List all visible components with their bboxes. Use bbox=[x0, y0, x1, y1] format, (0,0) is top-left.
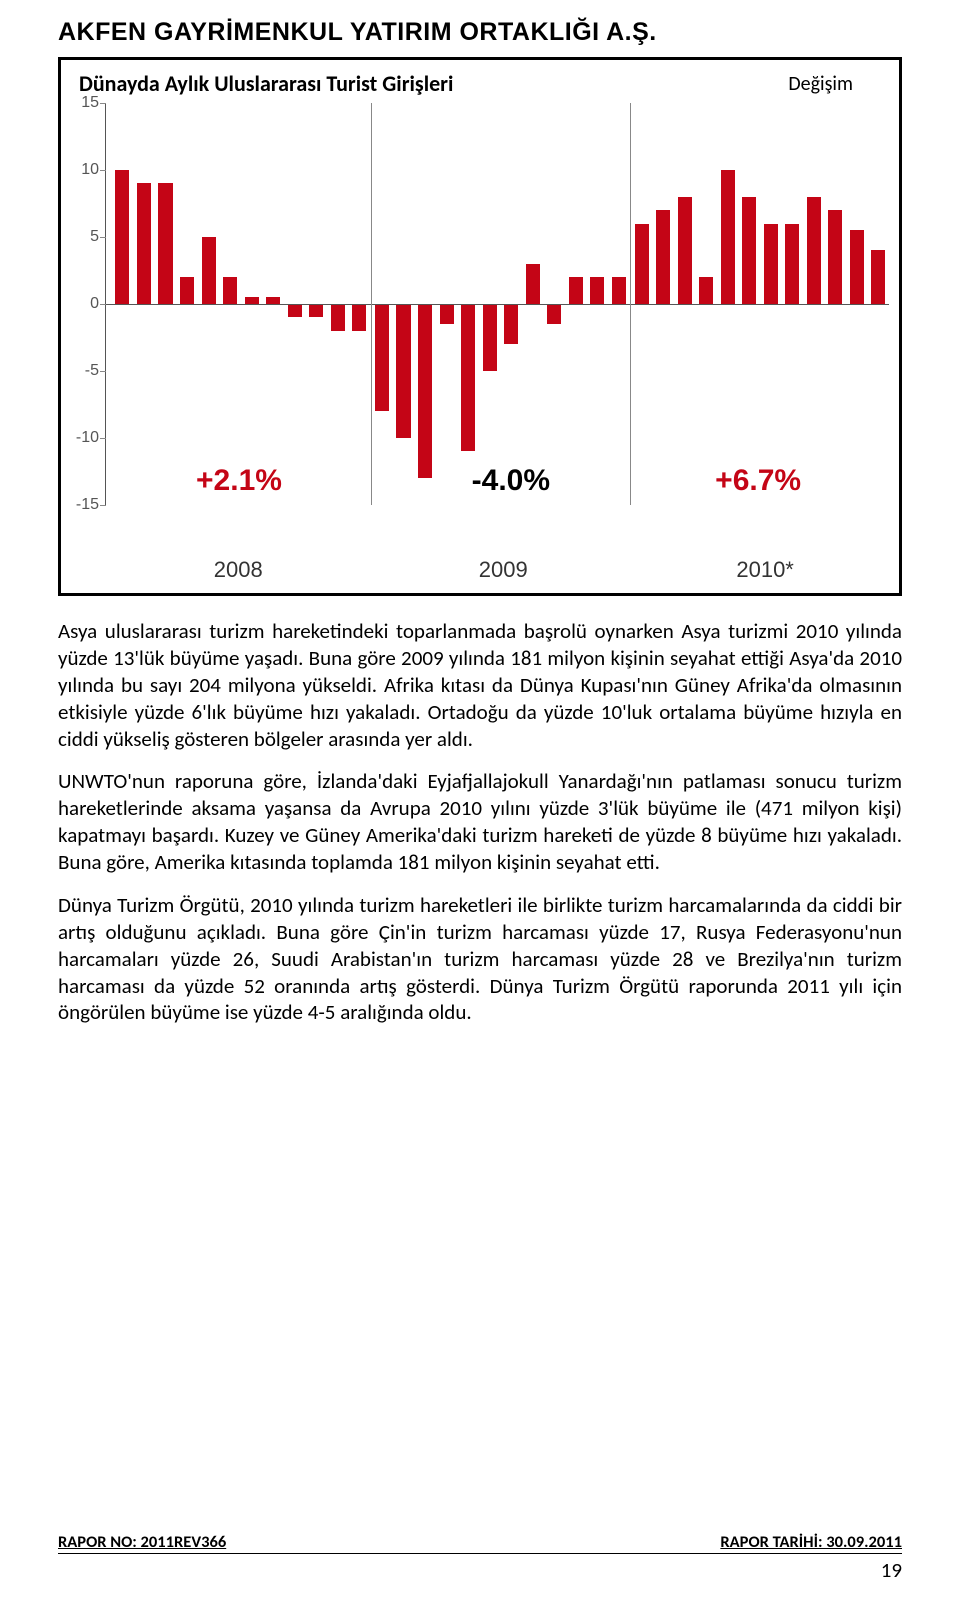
chart-header: Dünayda Aylık Uluslararası Turist Girişl… bbox=[71, 70, 889, 103]
chart-bar bbox=[288, 304, 302, 317]
chart-bar bbox=[678, 197, 692, 304]
y-tick-label: -10 bbox=[76, 429, 99, 447]
chart-bar bbox=[158, 183, 172, 304]
y-tick-mark bbox=[100, 103, 106, 104]
y-tick-label: 0 bbox=[90, 295, 99, 313]
y-tick-mark bbox=[100, 505, 106, 506]
chart-bar bbox=[721, 170, 735, 304]
chart-bar bbox=[440, 304, 454, 324]
chart-bar bbox=[245, 297, 259, 304]
chart-bar bbox=[309, 304, 323, 317]
y-tick-label: 10 bbox=[81, 161, 99, 179]
chart-bar bbox=[635, 224, 649, 304]
page-number: 19 bbox=[58, 1554, 902, 1583]
paragraph-2: UNWTO'nun raporuna göre, İzlanda'daki Ey… bbox=[58, 768, 902, 876]
chart-bar bbox=[764, 224, 778, 304]
chart-bar bbox=[612, 277, 626, 304]
chart-bar bbox=[331, 304, 345, 331]
chart-bar bbox=[871, 250, 885, 304]
y-tick-mark bbox=[100, 237, 106, 238]
plot-region: +2.1% -4.0% +6.7% bbox=[105, 103, 889, 505]
chart-container: Dünayda Aylık Uluslararası Turist Girişl… bbox=[58, 57, 902, 596]
company-name: AKFEN GAYRİMENKUL YATIRIM ORTAKLIĞI A.Ş. bbox=[58, 18, 902, 47]
y-tick-mark bbox=[100, 371, 106, 372]
chart-title: Dünayda Aylık Uluslararası Turist Girişl… bbox=[79, 70, 453, 97]
x-axis: 2008 2009 2010* bbox=[71, 553, 889, 589]
chart-bar bbox=[461, 304, 475, 451]
chart-bar bbox=[656, 210, 670, 304]
y-tick-label: -5 bbox=[85, 362, 99, 380]
chart-subtitle: Değişim bbox=[788, 72, 853, 96]
paragraph-1: Asya uluslararası turizm hareketindeki t… bbox=[58, 618, 902, 752]
chart-bar bbox=[115, 170, 129, 304]
chart-bar bbox=[742, 197, 756, 304]
chart-bar bbox=[504, 304, 518, 344]
footer: RAPOR NO: 2011REV366 RAPOR TARİHİ: 30.09… bbox=[58, 1532, 902, 1583]
zero-line bbox=[106, 304, 889, 305]
report-number: RAPOR NO: 2011REV366 bbox=[58, 1532, 226, 1552]
chart-bar bbox=[418, 304, 432, 478]
group-divider bbox=[630, 103, 631, 505]
body-text: Asya uluslararası turizm hareketindeki t… bbox=[58, 618, 902, 1026]
percent-label: +2.1% bbox=[196, 464, 282, 498]
chart-bar bbox=[569, 277, 583, 304]
percent-label: -4.0% bbox=[472, 464, 550, 498]
chart-bar bbox=[699, 277, 713, 304]
group-divider bbox=[371, 103, 372, 505]
y-tick-mark bbox=[100, 438, 106, 439]
x-year-label: 2009 bbox=[479, 557, 528, 583]
chart-bar bbox=[785, 224, 799, 304]
chart-bar bbox=[590, 277, 604, 304]
chart-bar bbox=[547, 304, 561, 324]
chart-bar bbox=[266, 297, 280, 304]
y-tick-label: 5 bbox=[90, 228, 99, 246]
report-date: RAPOR TARİHİ: 30.09.2011 bbox=[720, 1532, 902, 1552]
x-year-label: 2010* bbox=[736, 557, 794, 583]
chart-bar bbox=[807, 197, 821, 304]
chart-bar bbox=[223, 277, 237, 304]
chart-bar bbox=[375, 304, 389, 411]
chart-bar bbox=[352, 304, 366, 331]
chart-bar bbox=[396, 304, 410, 438]
footer-line: RAPOR NO: 2011REV366 RAPOR TARİHİ: 30.09… bbox=[58, 1532, 902, 1554]
chart-bar bbox=[483, 304, 497, 371]
percent-label: +6.7% bbox=[715, 464, 801, 498]
chart-bar bbox=[202, 237, 216, 304]
y-tick-mark bbox=[100, 170, 106, 171]
chart-bar bbox=[137, 183, 151, 304]
chart-bar bbox=[180, 277, 194, 304]
paragraph-3: Dünya Turizm Örgütü, 2010 yılında turizm… bbox=[58, 892, 902, 1026]
chart-bar bbox=[526, 264, 540, 304]
chart-bar bbox=[850, 230, 864, 304]
y-tick-label: 15 bbox=[81, 94, 99, 112]
chart-bar bbox=[828, 210, 842, 304]
chart-plot-area: 151050-5-10-15 +2.1%-4.0%+6.7% bbox=[71, 103, 889, 553]
x-year-label: 2008 bbox=[214, 557, 263, 583]
y-tick-label: -15 bbox=[76, 496, 99, 514]
